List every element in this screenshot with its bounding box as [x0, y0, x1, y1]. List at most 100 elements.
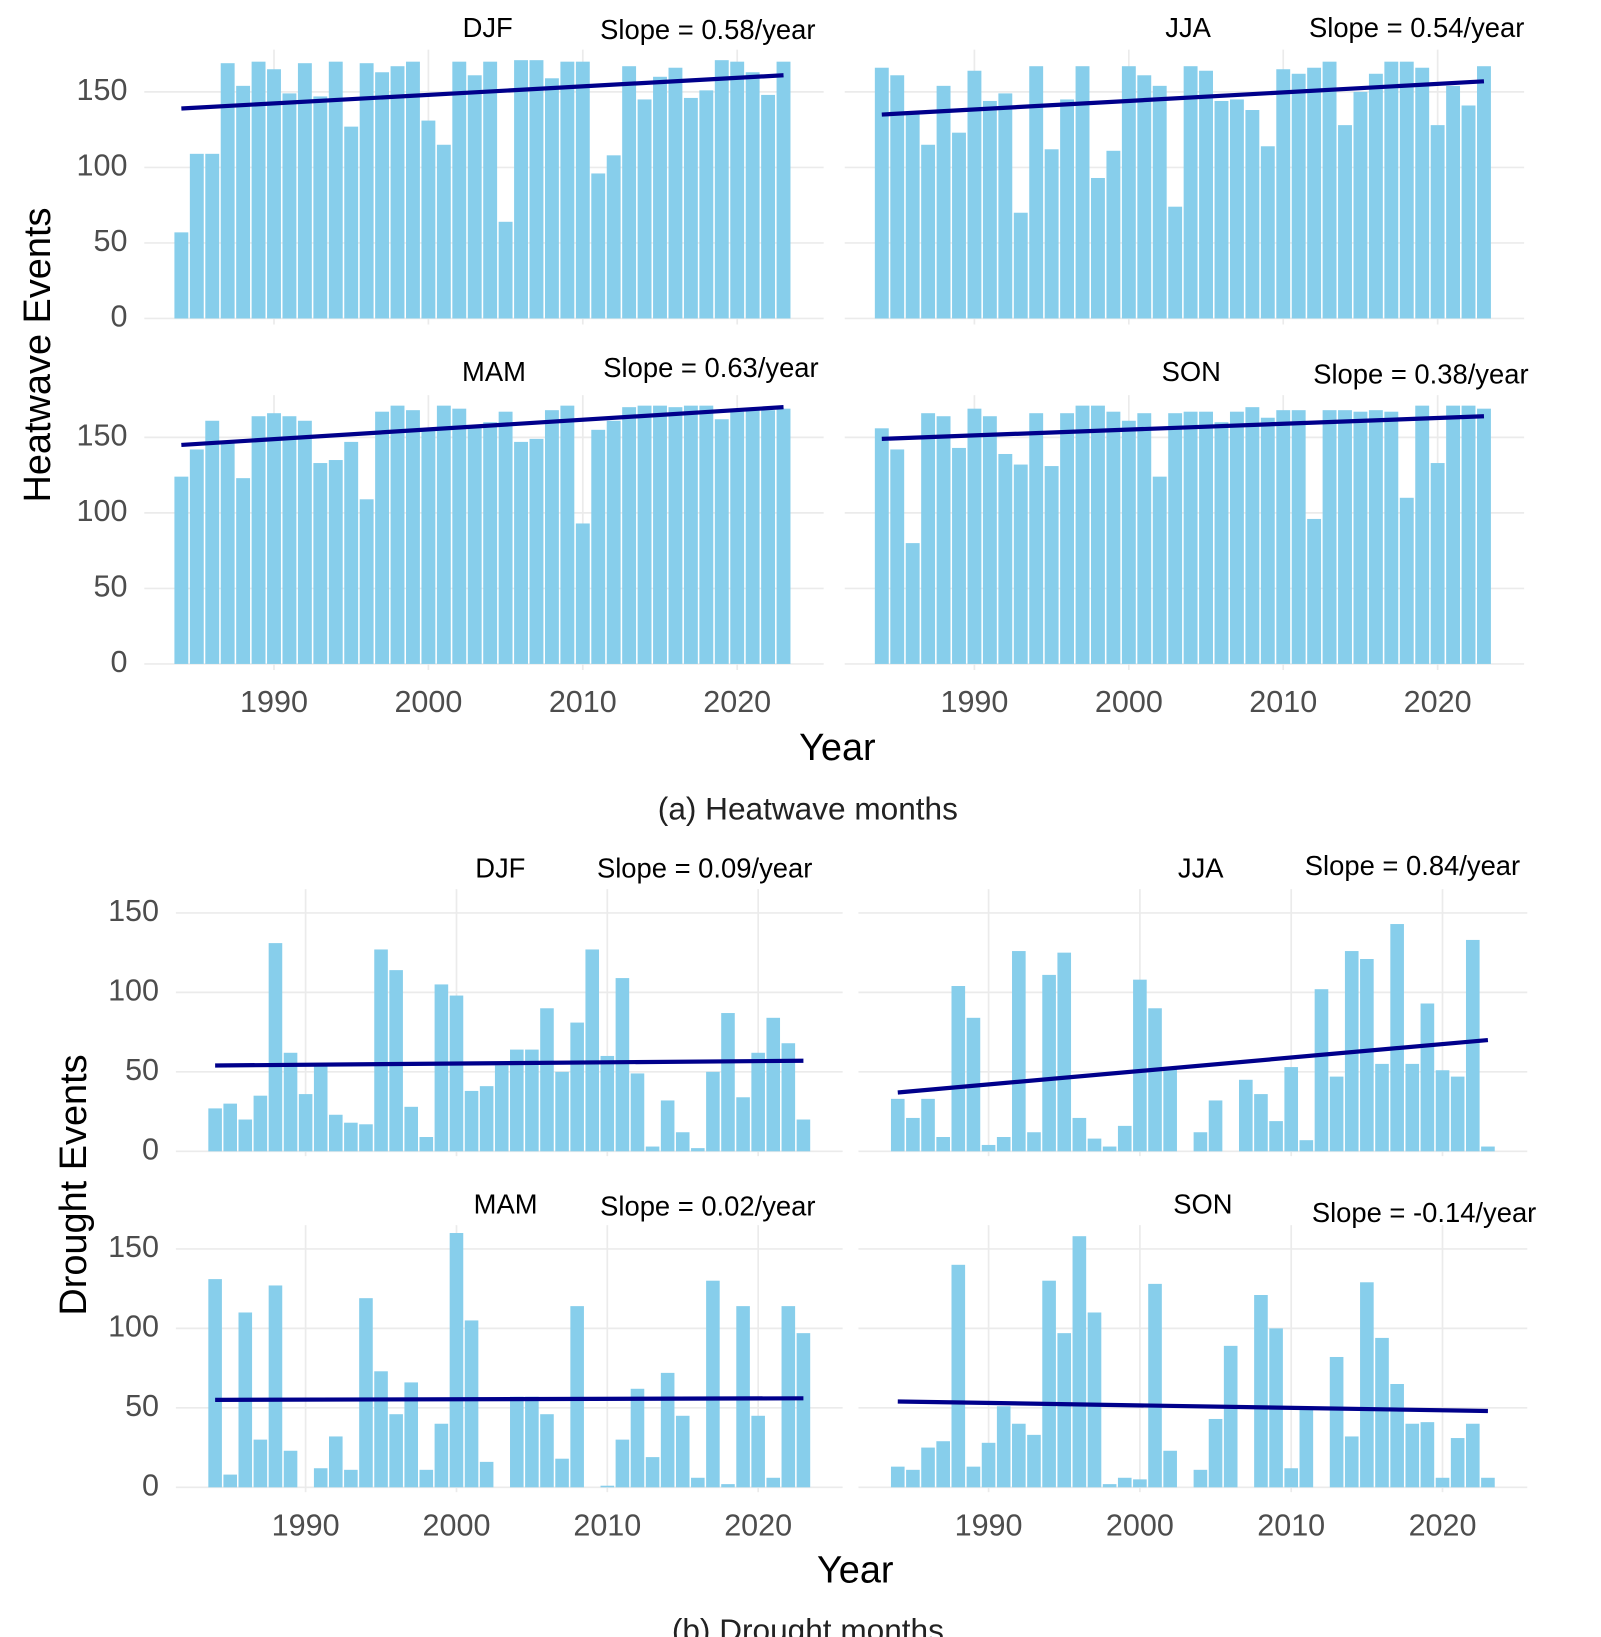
bar [1299, 1407, 1314, 1488]
bar [1353, 91, 1368, 319]
bar [251, 416, 266, 664]
bar [1042, 1280, 1056, 1488]
bar [1133, 1479, 1147, 1488]
bar [421, 429, 436, 664]
bar [1229, 411, 1244, 664]
bar [906, 1469, 920, 1488]
bar [1322, 410, 1337, 664]
bar [967, 70, 982, 319]
bar [630, 1073, 645, 1152]
x-tick-label: 2020 [1409, 1508, 1477, 1542]
x-tick-label: 1990 [272, 1508, 340, 1542]
bar [645, 1146, 660, 1152]
bar [1446, 405, 1461, 664]
bar [921, 1098, 935, 1152]
bar [328, 61, 343, 319]
x-tick-label: 2000 [394, 685, 462, 719]
bar [253, 1439, 268, 1488]
bar [390, 405, 405, 664]
bar [637, 99, 652, 319]
bar [560, 61, 575, 319]
panel-title: DJF [475, 852, 525, 883]
trend-line [181, 405, 784, 448]
bar [1360, 959, 1374, 1152]
bar [766, 1477, 781, 1488]
bar [344, 126, 359, 319]
bar [1465, 939, 1480, 1152]
bar [1091, 405, 1105, 664]
bar [404, 1382, 419, 1488]
bar [1214, 100, 1229, 319]
bar [205, 420, 220, 664]
bar [1446, 85, 1461, 319]
bar [359, 63, 374, 319]
trend-line [881, 414, 1485, 441]
bar [220, 63, 235, 319]
bar [921, 144, 936, 319]
bar [653, 405, 667, 664]
bar [575, 523, 590, 664]
bar [297, 63, 312, 319]
y-tick-label: 0 [142, 1132, 159, 1166]
bar [1106, 150, 1121, 319]
panel-title: MAM [474, 1188, 538, 1219]
bar [1102, 1484, 1117, 1488]
bar [452, 61, 467, 319]
y-tick-label: 50 [93, 224, 127, 258]
y-tick-label: 150 [108, 1230, 159, 1264]
bar [936, 1441, 950, 1488]
bar [1087, 1138, 1102, 1152]
bar [205, 153, 220, 319]
bar [1029, 66, 1044, 319]
bar [1106, 411, 1121, 664]
bar [1117, 1477, 1132, 1488]
bar [622, 407, 637, 664]
bar [998, 93, 1013, 319]
bar [510, 1049, 524, 1152]
bar [374, 1371, 388, 1488]
bar [267, 413, 281, 664]
bar [1254, 1094, 1268, 1152]
bar [494, 1065, 509, 1152]
y-axis-title: Heatwave Events [17, 208, 59, 503]
bar [359, 1124, 373, 1152]
bar [1199, 411, 1213, 664]
bar [1012, 1423, 1026, 1488]
bar [208, 1108, 222, 1152]
bar [721, 1484, 735, 1488]
bar [313, 1065, 328, 1152]
bar [921, 413, 936, 664]
bar [1461, 105, 1476, 319]
bar [1044, 466, 1059, 664]
bar [344, 1469, 358, 1488]
bar [298, 1094, 313, 1152]
bar [540, 1008, 554, 1152]
y-tick-label: 0 [110, 300, 127, 334]
bar [1245, 407, 1260, 664]
bar [1368, 73, 1383, 319]
bar [329, 1436, 343, 1488]
panel-title: MAM [462, 356, 526, 387]
bar [1027, 1132, 1041, 1152]
bar [1307, 518, 1322, 664]
bar [1384, 411, 1399, 664]
bar [691, 1477, 705, 1488]
bar [981, 1442, 996, 1488]
bar [1390, 1384, 1404, 1488]
y-axis-title: Drought Events [53, 1054, 95, 1315]
bar [1223, 1345, 1238, 1488]
bar [1072, 1117, 1087, 1152]
y-tick-label: 150 [76, 73, 127, 107]
bar [1245, 110, 1260, 319]
bar [1199, 70, 1213, 319]
bar [267, 69, 281, 319]
bar [675, 1415, 690, 1488]
bar [449, 995, 464, 1152]
bar [751, 1415, 765, 1488]
bar [1344, 1436, 1359, 1488]
bar [699, 405, 714, 664]
bar [1291, 410, 1306, 664]
bar [761, 94, 776, 319]
bar [1193, 1132, 1208, 1152]
